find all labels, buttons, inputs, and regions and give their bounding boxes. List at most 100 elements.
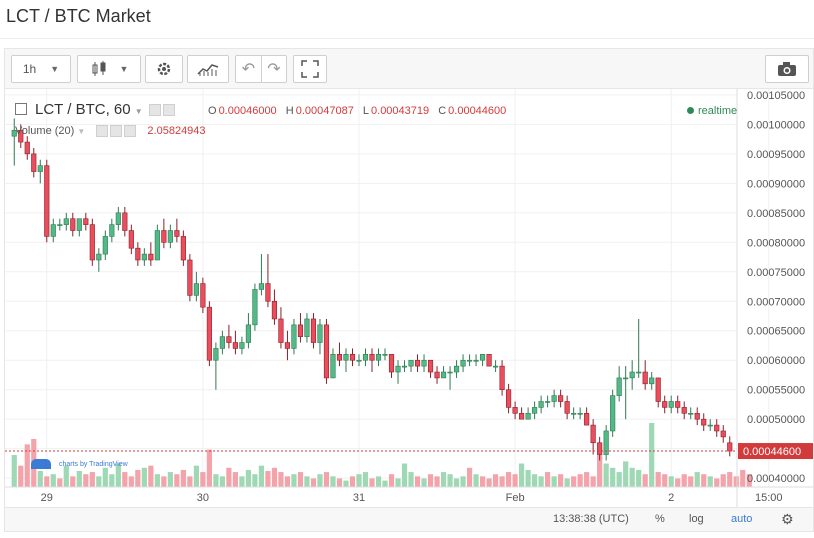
volume-bar	[577, 474, 583, 487]
price-chart[interactable]: 0.000400000.000450000.000500000.00055000…	[5, 89, 813, 507]
candle-body	[330, 354, 336, 379]
volume-bar	[57, 478, 63, 487]
candle-body	[388, 354, 395, 373]
watermark-label: charts by TradingView	[58, 460, 128, 468]
candle-body	[486, 354, 492, 367]
chevron-down-icon: ▼	[50, 64, 60, 74]
volume-bar	[681, 474, 687, 487]
volume-bar	[180, 469, 186, 487]
indicators-button[interactable]	[187, 55, 229, 83]
volume-bar	[297, 472, 304, 487]
volume-bar	[11, 455, 17, 487]
candle-body	[141, 253, 147, 261]
volume-bar	[122, 472, 128, 487]
candle-body	[421, 359, 427, 367]
gear-icon[interactable]	[162, 104, 175, 117]
candle-body	[707, 424, 713, 427]
volume-bar	[83, 474, 89, 487]
candle-body	[11, 129, 17, 137]
candle-body	[584, 412, 590, 426]
settings-button[interactable]	[145, 55, 183, 83]
candle-body	[675, 401, 681, 408]
candle-body	[310, 318, 317, 343]
y-tick-label: 0.00075000	[747, 267, 805, 279]
volume-bar	[96, 476, 102, 487]
volume-bar	[265, 471, 271, 487]
redo-button[interactable]: ↷	[261, 55, 287, 83]
candle-body	[102, 236, 108, 255]
candle-body	[395, 365, 401, 373]
gear-icon[interactable]: ⚙	[781, 511, 794, 527]
volume-bar	[232, 472, 239, 487]
volume-bar	[193, 465, 199, 487]
low-value: 0.00043719	[371, 105, 430, 117]
low-label: L	[362, 105, 370, 117]
candle-body	[636, 371, 642, 374]
candle-body	[193, 283, 199, 296]
candle-body	[50, 224, 56, 237]
y-tick-label: 0.00090000	[747, 178, 805, 190]
volume-bar	[584, 472, 590, 487]
candle-body	[512, 407, 518, 414]
volume-bar	[369, 478, 375, 487]
volume-bar	[167, 472, 173, 487]
volume-bar	[245, 469, 252, 487]
legend-collapse[interactable]	[15, 101, 27, 116]
volume-bar	[135, 469, 141, 487]
x-tick-label: 2	[668, 492, 674, 504]
volume-bar	[590, 476, 596, 487]
volume-bar	[688, 476, 694, 487]
volume-bar	[629, 467, 635, 487]
candle-body	[63, 218, 69, 225]
auto-toggle[interactable]: auto	[731, 513, 753, 525]
volume-bar	[707, 476, 713, 487]
candle-body	[167, 230, 173, 243]
chart-widget: 1h ▼ ▼ ↶	[4, 48, 814, 532]
candle-body	[519, 412, 525, 420]
volume-bar	[18, 465, 24, 487]
y-tick-label: 0.00095000	[747, 149, 805, 161]
volume-bar	[89, 472, 95, 487]
interval-select[interactable]: 1h ▼	[11, 55, 71, 83]
volume-bar	[50, 474, 56, 487]
candle-body	[297, 324, 304, 337]
undo-button[interactable]: ↶	[235, 55, 261, 83]
volume-bar	[616, 472, 622, 487]
volume-bar	[278, 472, 284, 487]
candle-body	[265, 283, 271, 302]
fullscreen-button[interactable]	[293, 55, 327, 83]
candle-body	[642, 371, 648, 385]
chart-type-select[interactable]: ▼	[77, 55, 141, 83]
fullscreen-icon	[301, 60, 319, 78]
chevron-down-icon[interactable]: ▼	[77, 127, 86, 136]
candle-body	[610, 395, 616, 432]
close-icon[interactable]	[124, 125, 137, 138]
candle-body	[623, 377, 629, 380]
volume-bar	[473, 474, 479, 487]
candle-body	[538, 401, 544, 408]
gear-icon[interactable]	[110, 125, 123, 138]
chevron-down-icon: ▼	[119, 64, 129, 74]
camera-icon	[778, 62, 796, 76]
candle-body	[343, 354, 349, 361]
volume-bar	[115, 463, 121, 487]
candle-series	[11, 118, 733, 461]
volume-bar	[532, 474, 538, 487]
candle-body	[440, 371, 447, 379]
chevron-down-icon[interactable]: ▼	[134, 107, 143, 116]
y-tick-label: 0.00070000	[747, 296, 805, 308]
eye-icon[interactable]	[96, 125, 109, 138]
open-label: O	[208, 105, 217, 117]
volume-bar	[466, 467, 473, 487]
candle-body	[714, 424, 720, 432]
candle-body	[284, 342, 291, 349]
symbol-label: LCT / BTC, 60	[35, 101, 131, 118]
eye-icon[interactable]	[148, 104, 161, 117]
log-toggle[interactable]: log	[689, 513, 704, 525]
volume-bar	[486, 478, 492, 487]
tradingview-watermark[interactable]: charts by TradingView	[31, 459, 128, 469]
percent-toggle[interactable]: %	[655, 513, 665, 525]
volume-bar	[128, 476, 134, 487]
candle-body	[479, 354, 486, 361]
snapshot-button[interactable]	[765, 55, 809, 83]
